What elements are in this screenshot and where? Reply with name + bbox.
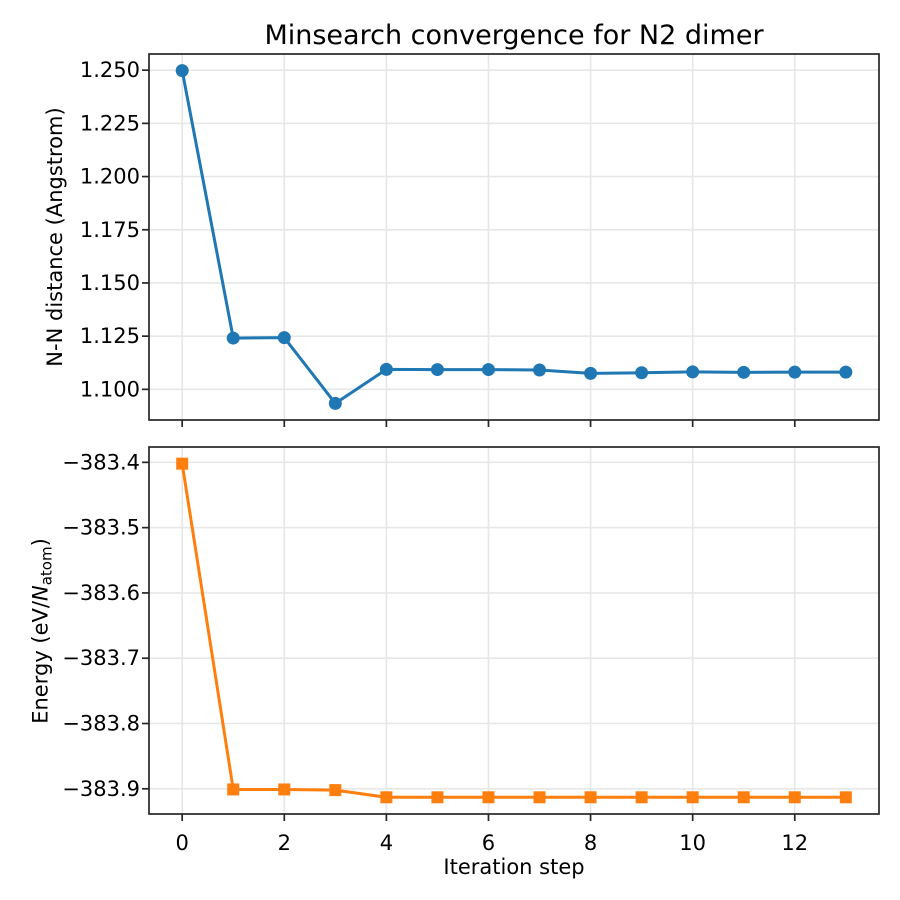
data-point-marker xyxy=(227,783,240,796)
data-point-marker xyxy=(635,366,649,380)
data-point-marker xyxy=(176,457,189,470)
data-point-marker xyxy=(175,64,189,78)
data-point-marker xyxy=(533,791,546,804)
data-point-marker xyxy=(839,791,852,804)
y-axis-tick-label: 1.250 xyxy=(80,58,140,82)
data-point-marker xyxy=(686,365,700,379)
x-axis-tick-label: 0 xyxy=(175,831,188,855)
data-point-marker xyxy=(737,365,751,379)
x-axis-tick-label: 4 xyxy=(380,831,393,855)
y-axis-tick-label: −383.8 xyxy=(62,712,140,736)
iteration-axis-label: Iteration step xyxy=(443,855,585,879)
data-point-marker xyxy=(277,331,291,345)
x-axis-tick-label: 6 xyxy=(482,831,495,855)
data-point-marker xyxy=(226,331,240,345)
y-axis-tick-label: −383.9 xyxy=(62,777,140,801)
data-point-marker xyxy=(533,363,547,377)
data-point-marker xyxy=(788,791,801,804)
data-point-marker xyxy=(379,362,393,376)
x-axis-tick-label: 8 xyxy=(584,831,597,855)
plot-background xyxy=(149,54,879,420)
data-point-marker xyxy=(584,791,597,804)
data-point-marker xyxy=(329,784,342,797)
data-point-marker xyxy=(635,791,648,804)
distance-series-line xyxy=(180,69,848,405)
y-axis-tick-label: 1.150 xyxy=(80,271,140,295)
data-point-marker xyxy=(278,783,291,796)
y-axis-tick-label: −383.4 xyxy=(62,450,140,474)
axes-frame xyxy=(148,53,880,421)
y-axis-tick-label: 1.200 xyxy=(80,165,140,189)
y-axis-tick-label: −383.6 xyxy=(62,581,140,605)
data-point-marker xyxy=(686,791,699,804)
chart-title: Minsearch convergence for N2 dimer xyxy=(264,20,764,51)
data-point-marker xyxy=(737,791,750,804)
distance-subplot: 1.100 1.125 1.150 1.175 1.200 1.225 1.250 xyxy=(80,53,880,427)
x-axis-tick-label: 10 xyxy=(679,831,706,855)
y-axis-tick-label: 1.175 xyxy=(80,218,140,242)
data-point-marker xyxy=(481,363,495,377)
y-axis-tick-label: 1.100 xyxy=(80,377,140,401)
data-point-marker xyxy=(482,791,495,804)
energy-axis-label: Energy (eV/Natom) xyxy=(28,538,56,724)
energy-subplot: −383.4 −383.5 −383.6 −383.7 −383.8 −383.9 0 2 4 6… xyxy=(62,446,880,855)
plot-background xyxy=(149,447,879,814)
y-axis-tick-label: 1.125 xyxy=(80,324,140,348)
data-point-marker xyxy=(584,366,598,380)
x-axis-tick-label: 12 xyxy=(781,831,808,855)
y-axis-tick-label: −383.5 xyxy=(62,516,140,540)
data-point-marker xyxy=(431,791,444,804)
axes-frame xyxy=(148,446,880,815)
y-axis-tick-label: −383.7 xyxy=(62,646,140,670)
data-point-marker xyxy=(788,365,802,379)
distance-axis-label: N-N distance (Angstrom) xyxy=(43,107,67,367)
data-point-marker xyxy=(839,365,853,379)
energy-series-line xyxy=(180,462,848,799)
y-axis-tick-label: 1.225 xyxy=(80,111,140,135)
data-point-marker xyxy=(380,791,393,804)
data-point-marker xyxy=(430,363,444,377)
data-point-marker xyxy=(328,396,342,410)
x-axis-tick-label: 2 xyxy=(278,831,291,855)
